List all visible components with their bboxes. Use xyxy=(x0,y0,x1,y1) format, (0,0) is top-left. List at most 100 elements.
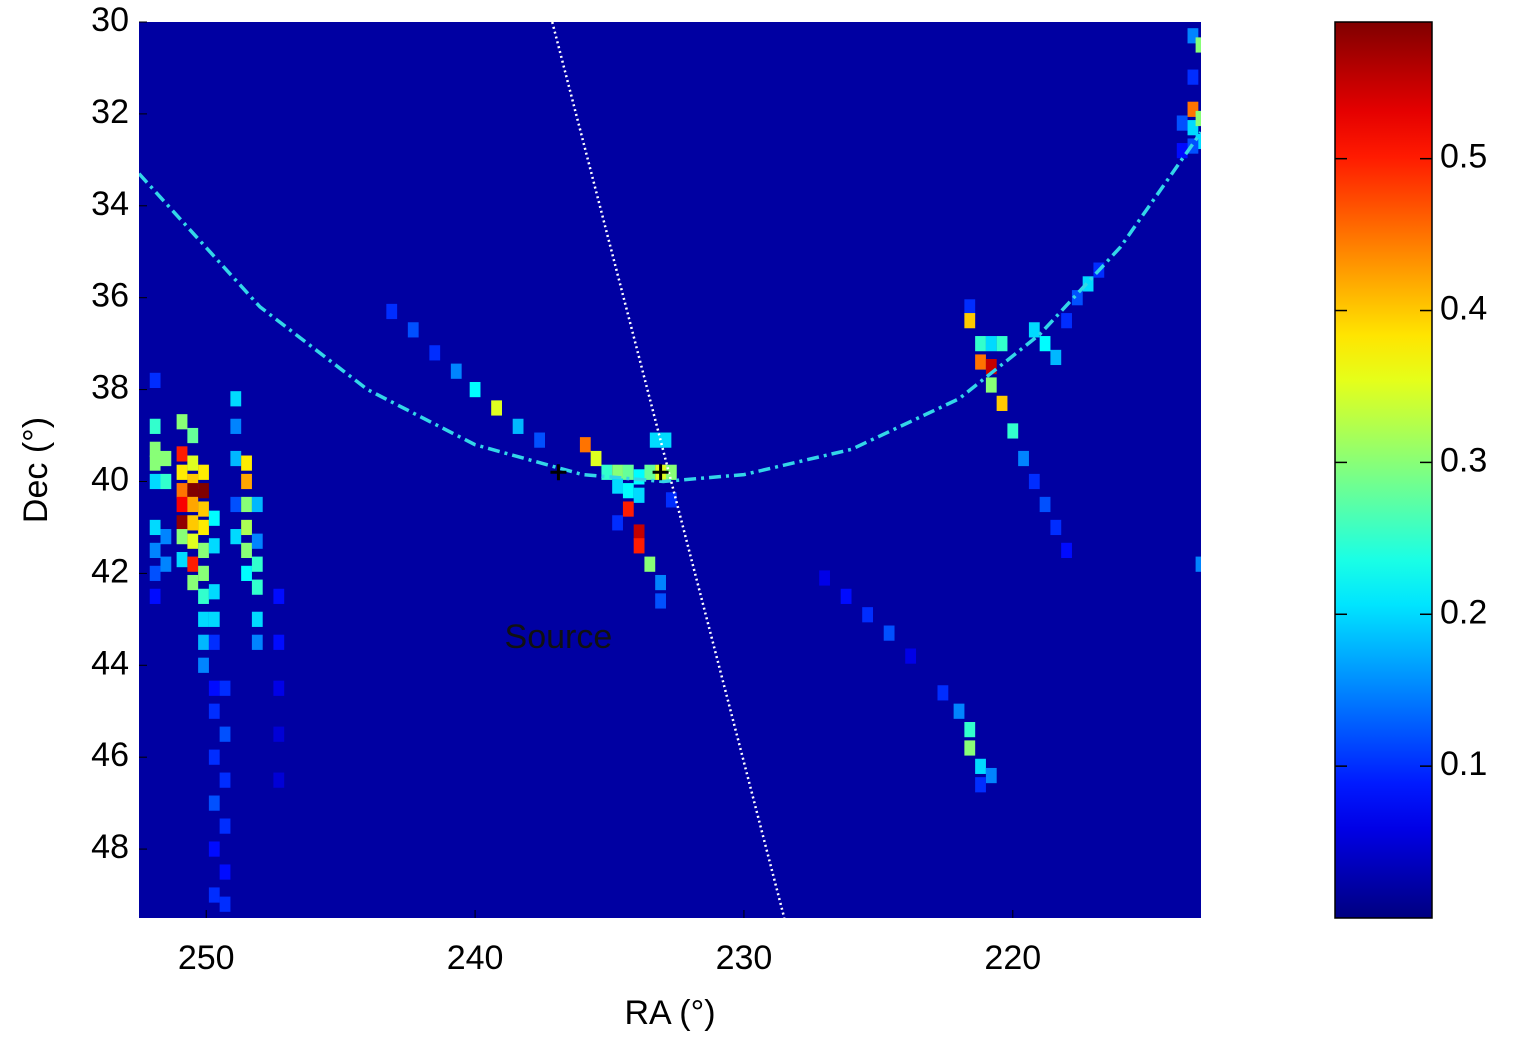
heatmap-cell xyxy=(230,496,242,513)
heatmap-cell xyxy=(219,896,231,912)
y-tick-label: 42 xyxy=(91,552,129,590)
heatmap-cell xyxy=(198,611,209,627)
y-tick-label: 34 xyxy=(91,185,129,223)
heatmap-cell xyxy=(1039,496,1051,513)
heatmap-cell xyxy=(251,533,263,549)
heatmap-cell xyxy=(660,432,672,448)
heatmap-cell xyxy=(230,450,242,467)
heatmap-cell xyxy=(251,496,263,513)
heatmap-cell xyxy=(633,487,645,503)
heatmap-cell xyxy=(273,588,285,604)
x-tick-label: 230 xyxy=(716,939,773,977)
heatmap-cell xyxy=(219,818,231,834)
heatmap-cell xyxy=(964,313,976,329)
heatmap-cell xyxy=(187,427,199,444)
heatmap-cell xyxy=(840,588,852,604)
overlay-line xyxy=(551,22,786,918)
heatmap-cell xyxy=(241,542,252,559)
heatmap-cell xyxy=(996,395,1008,411)
colorbar xyxy=(1334,21,1433,919)
heatmap-cell xyxy=(176,552,188,568)
heatmap-cell xyxy=(208,510,220,526)
y-tick-label: 32 xyxy=(91,93,129,131)
overlay-line xyxy=(139,131,1201,484)
heatmap-cell xyxy=(241,473,252,490)
y-tick-label: 36 xyxy=(91,277,129,315)
heatmap-cell xyxy=(964,722,976,738)
heatmap-cell xyxy=(198,501,209,517)
heatmap-cell xyxy=(251,611,263,627)
heatmap-cell xyxy=(1007,423,1019,439)
heatmap-cell xyxy=(208,749,220,765)
y-tick-label: 46 xyxy=(91,736,129,774)
heatmap-cell xyxy=(469,381,481,398)
heatmap-cell xyxy=(219,680,231,696)
heatmap-cell xyxy=(149,418,161,434)
heatmap-cell xyxy=(273,772,285,788)
heatmap-cell xyxy=(975,354,986,370)
heatmap-cell xyxy=(187,473,199,490)
plot-area: Source xyxy=(139,22,1201,918)
heatmap-cell xyxy=(862,607,874,623)
heatmap-cell xyxy=(149,565,161,581)
heatmap-cell xyxy=(512,418,524,434)
heatmap-cell xyxy=(491,400,502,416)
heatmap-cell xyxy=(985,767,997,784)
heatmap-cell xyxy=(1187,120,1199,136)
heatmap-cell xyxy=(219,726,231,742)
heatmap-cell xyxy=(1050,349,1062,366)
heatmap-cell xyxy=(251,579,263,595)
heatmap-cell xyxy=(985,359,997,375)
heatmap-cell xyxy=(975,777,986,793)
heatmap-cell xyxy=(241,519,252,536)
heatmap-cell xyxy=(601,464,613,480)
heatmap-cell xyxy=(883,625,895,641)
heatmap-cell xyxy=(975,336,986,352)
heatmap-cell xyxy=(1187,28,1199,44)
heatmap-cell xyxy=(1018,450,1029,467)
heatmap-cell xyxy=(187,533,199,549)
heatmap-cell xyxy=(273,634,285,650)
heatmap-cell xyxy=(149,588,161,604)
heatmap-cell xyxy=(450,363,462,379)
heatmap-cell xyxy=(208,795,220,811)
heatmap-cell xyxy=(230,529,242,545)
heatmap-cell xyxy=(160,529,172,545)
heatmap-cell xyxy=(198,464,209,480)
heatmap-cell xyxy=(407,322,419,338)
heatmap-cell xyxy=(230,418,242,434)
heatmap-cell xyxy=(534,432,546,448)
heatmap-cell xyxy=(160,556,172,572)
heatmap-cell xyxy=(622,464,634,480)
heatmap-cell xyxy=(149,473,161,490)
heatmap-cell xyxy=(612,464,623,480)
heatmap-cell xyxy=(176,496,188,513)
heatmap-cell xyxy=(198,483,209,499)
y-tick-label: 38 xyxy=(91,369,129,407)
heatmap-cell xyxy=(208,841,220,857)
heatmap-cell xyxy=(1028,322,1040,338)
heatmap-cell xyxy=(176,515,188,531)
heatmap-cell xyxy=(219,864,231,880)
heatmap-cell xyxy=(187,455,199,471)
heatmap-cell xyxy=(241,455,252,471)
heatmap-cell xyxy=(176,464,188,480)
heatmap-cell xyxy=(149,441,161,457)
heatmap-cell xyxy=(176,483,188,499)
heatmap-cell xyxy=(622,483,634,499)
heatmap-cell xyxy=(1061,542,1072,559)
heatmap-cell xyxy=(187,496,199,513)
heatmap-cell xyxy=(198,588,209,604)
heatmap-cell xyxy=(1028,473,1040,490)
heatmap-cell xyxy=(187,483,199,499)
heatmap-cell xyxy=(251,634,263,650)
heatmap-cell xyxy=(1176,115,1188,131)
heatmap-cell xyxy=(1061,313,1072,329)
heatmap-cell xyxy=(208,680,220,696)
heatmap-cell xyxy=(985,336,997,352)
heatmap-cell xyxy=(160,450,172,467)
heatmap-cell xyxy=(649,432,661,448)
heatmap-cell xyxy=(198,634,209,650)
marker xyxy=(550,464,567,481)
heatmap-cell xyxy=(160,473,172,490)
